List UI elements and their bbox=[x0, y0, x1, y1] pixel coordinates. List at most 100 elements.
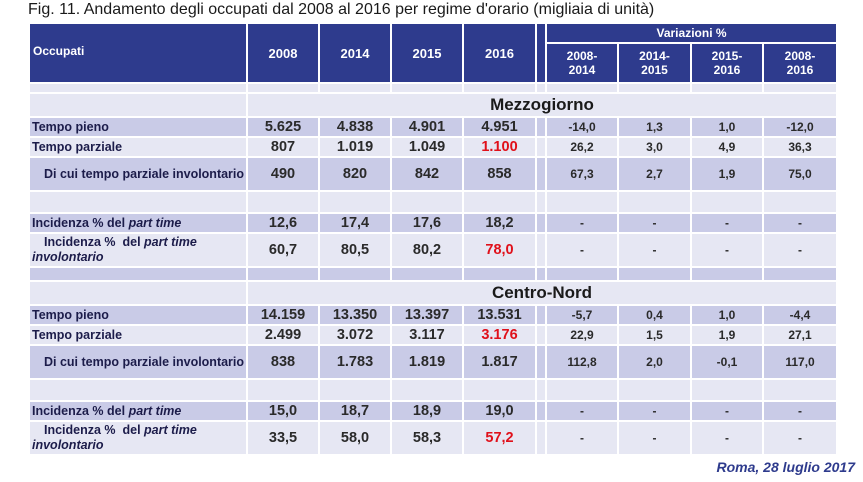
value-cell: 4.838 bbox=[318, 116, 392, 138]
value-cell: 4.951 bbox=[462, 116, 537, 138]
value-cell: 1,9 bbox=[690, 324, 764, 346]
section-spacer bbox=[28, 280, 248, 306]
spacer-cell bbox=[462, 82, 537, 94]
value-cell: 112,8 bbox=[545, 344, 619, 380]
value-cell: 3.072 bbox=[318, 324, 392, 346]
value-cell: -12,0 bbox=[761, 116, 839, 138]
table-row: Incidenza % del part time 15,0 18,7 18,9 19,… bbox=[28, 400, 839, 422]
table-row: Centro-Nord bbox=[28, 280, 839, 306]
value-cell: 33,5 bbox=[246, 420, 320, 456]
value-cell: 820 bbox=[318, 156, 392, 192]
header-year: 2014 bbox=[318, 22, 392, 84]
label-part: involontario bbox=[32, 250, 104, 264]
label-part: Tempo parziale bbox=[32, 327, 123, 342]
value-cell: 1.049 bbox=[390, 136, 464, 158]
period-line: 2015 bbox=[641, 63, 668, 77]
value-cell: 67,3 bbox=[545, 156, 619, 192]
spacer-cell bbox=[690, 378, 764, 402]
period-line: 2008- bbox=[566, 49, 598, 63]
label-part: Incidenza % del bbox=[32, 403, 129, 418]
value-cell: 1,3 bbox=[617, 116, 692, 138]
value-cell: 18,2 bbox=[462, 212, 537, 234]
label-part: Incidenza % del bbox=[44, 423, 145, 437]
value-cell: - bbox=[690, 420, 764, 456]
value-cell: 2.499 bbox=[246, 324, 320, 346]
table-row bbox=[28, 378, 839, 402]
table: Occupati 2008 2014 2015 2016 Variazioni % 2008… bbox=[28, 22, 839, 456]
table-row: Incidenza % del part time involontario 60,… bbox=[28, 232, 839, 268]
spacer-cell bbox=[246, 82, 320, 94]
value-cell: 1.817 bbox=[462, 344, 537, 380]
label-part: Incidenza % del bbox=[44, 235, 145, 249]
value-cell: 3,0 bbox=[617, 136, 692, 158]
spacer-cell bbox=[318, 190, 392, 214]
table-row bbox=[28, 82, 839, 94]
row-label: Di cui tempo parziale involontario bbox=[28, 344, 248, 380]
header-period: 2015- 2016 bbox=[690, 42, 764, 84]
value-cell: 2,0 bbox=[617, 344, 692, 380]
value-cell: 58,0 bbox=[318, 420, 392, 456]
header-label: Occupati bbox=[28, 22, 248, 84]
period-line: 2014- bbox=[639, 49, 670, 63]
value-cell: -14,0 bbox=[545, 116, 619, 138]
row-label: Incidenza % del part time involontario bbox=[28, 420, 248, 456]
period-line: 2015- bbox=[711, 49, 743, 63]
value-cell: - bbox=[545, 420, 619, 456]
value-cell: 17,6 bbox=[390, 212, 464, 234]
value-cell: 19,0 bbox=[462, 400, 537, 422]
label-part: Incidenza % del bbox=[32, 215, 129, 230]
spacer-cell bbox=[246, 190, 320, 214]
label-part: part time bbox=[144, 423, 197, 437]
spacer-cell bbox=[390, 190, 464, 214]
gap-cell bbox=[535, 212, 547, 234]
spacer-cell bbox=[545, 378, 619, 402]
label-part: Di cui tempo parziale involontario bbox=[44, 166, 245, 181]
value-cell: 75,0 bbox=[761, 156, 839, 192]
value-cell: 5.625 bbox=[246, 116, 320, 138]
value-cell: 858 bbox=[462, 156, 537, 192]
value-cell: - bbox=[617, 420, 692, 456]
value-cell: 14.159 bbox=[246, 304, 320, 326]
header-gap bbox=[535, 22, 547, 84]
value-cell: - bbox=[761, 212, 839, 234]
value-cell: 1.100 bbox=[462, 136, 537, 158]
label-part: part time bbox=[128, 215, 182, 230]
value-cell: 18,7 bbox=[318, 400, 392, 422]
value-cell: - bbox=[617, 400, 692, 422]
value-cell: -4,4 bbox=[761, 304, 839, 326]
table-row: Di cui tempo parziale involontario 490 820… bbox=[28, 156, 839, 192]
spacer-cell bbox=[690, 266, 764, 282]
label-part: part time bbox=[144, 235, 197, 249]
value-cell: 1.783 bbox=[318, 344, 392, 380]
value-cell: 3.176 bbox=[462, 324, 537, 346]
header-year: 2008 bbox=[246, 22, 320, 84]
spacer-cell bbox=[28, 190, 248, 214]
value-cell: 13.397 bbox=[390, 304, 464, 326]
spacer-cell bbox=[761, 190, 839, 214]
value-cell: 58,3 bbox=[390, 420, 464, 456]
spacer-cell bbox=[462, 190, 537, 214]
gap-cell bbox=[535, 400, 547, 422]
value-cell: 807 bbox=[246, 136, 320, 158]
spacer-cell bbox=[390, 378, 464, 402]
header-year: 2016 bbox=[462, 22, 537, 84]
header-group: Variazioni % bbox=[544, 22, 839, 44]
gap-cell bbox=[535, 304, 547, 326]
section-spacer bbox=[28, 92, 248, 118]
table-row: Incidenza % del part time involontario 33,… bbox=[28, 420, 839, 456]
value-cell: -5,7 bbox=[545, 304, 619, 326]
value-cell: 1,5 bbox=[617, 324, 692, 346]
value-cell: 12,6 bbox=[246, 212, 320, 234]
spacer-cell bbox=[545, 82, 619, 94]
section-title: Mezzogiorno bbox=[245, 92, 839, 118]
row-label: Incidenza % del part time bbox=[28, 212, 248, 234]
label-part: Tempo parziale bbox=[32, 139, 123, 154]
spacer-cell bbox=[390, 266, 464, 282]
spacer-cell bbox=[390, 82, 464, 94]
table-row: Occupati 2008 2014 2015 2016 Variazioni % bbox=[28, 22, 839, 84]
spacer-cell bbox=[535, 82, 547, 94]
value-cell: 13.531 bbox=[462, 304, 537, 326]
footer: Roma, 28 luglio 2017 bbox=[716, 459, 856, 475]
period-line: 2008- bbox=[784, 49, 816, 63]
